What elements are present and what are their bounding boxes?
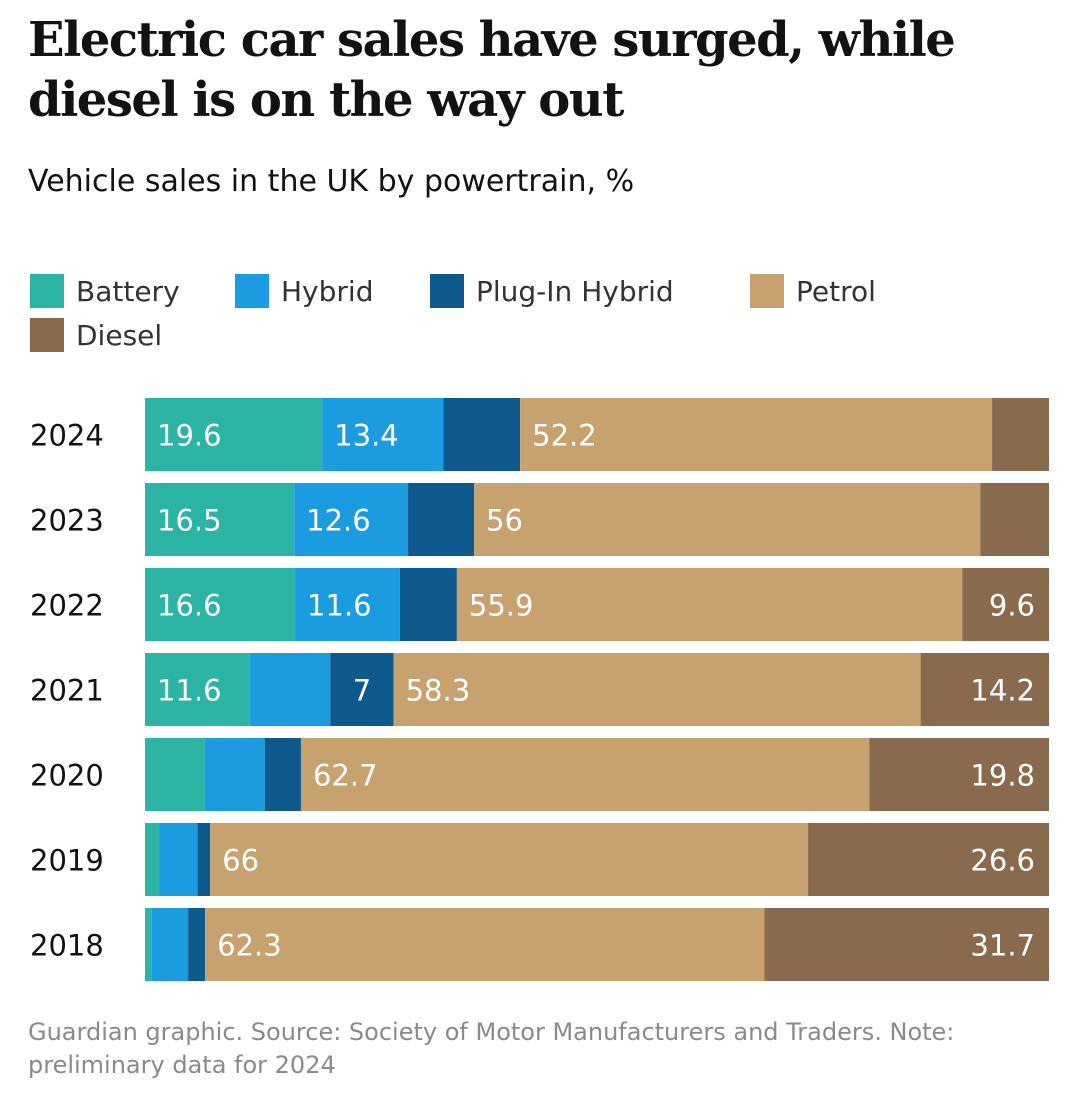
data-label-2024-petrol: 52.2 bbox=[532, 419, 597, 453]
data-label-2019-petrol: 66 bbox=[222, 844, 259, 878]
bar-segment-2020-diesel bbox=[869, 738, 1049, 811]
bar-segment-2021-hybrid bbox=[249, 653, 331, 726]
data-label-2023-hybrid: 12.6 bbox=[306, 504, 371, 538]
bar-segment-2021-plug-in-hybrid bbox=[330, 653, 394, 726]
legend-label-battery: Battery bbox=[76, 274, 180, 308]
legend-item-plug-in-hybrid: Plug-In Hybrid bbox=[430, 274, 674, 308]
legend-item-petrol: Petrol bbox=[750, 274, 876, 308]
y-tick-label-2024: 2024 bbox=[30, 419, 104, 453]
bar-segment-2024-battery bbox=[145, 398, 323, 471]
data-label-2021-plug-in-hybrid: 7 bbox=[353, 674, 371, 708]
bar-segment-2023-battery bbox=[145, 483, 295, 556]
bar-segment-2019-battery bbox=[145, 823, 160, 896]
legend-swatch-diesel bbox=[30, 318, 64, 352]
bar-segment-2021-petrol bbox=[393, 653, 921, 726]
bar-segment-2020-petrol bbox=[300, 738, 870, 811]
data-label-2022-hybrid: 11.6 bbox=[307, 589, 372, 623]
bar-segment-2018-plug-in-hybrid bbox=[188, 908, 206, 981]
y-tick-label-2020: 2020 bbox=[30, 759, 104, 793]
bar-segment-2019-plug-in-hybrid bbox=[197, 823, 211, 896]
bar-segment-2022-hybrid bbox=[295, 568, 400, 641]
data-label-2022-diesel: 9.6 bbox=[989, 589, 1035, 623]
legend-swatch-petrol bbox=[750, 274, 784, 308]
bar-segment-2023-plug-in-hybrid bbox=[408, 483, 475, 556]
legend-label-hybrid: Hybrid bbox=[281, 274, 374, 308]
bar-segment-2018-hybrid bbox=[151, 908, 189, 981]
y-tick-label-2018: 2018 bbox=[30, 929, 104, 963]
legend-swatch-battery bbox=[30, 274, 64, 308]
y-tick-label-2022: 2022 bbox=[30, 589, 104, 623]
chart-subtitle: Vehicle sales in the UK by powertrain, % bbox=[28, 164, 635, 199]
bar-segment-2023-petrol bbox=[474, 483, 981, 556]
legend-label-plug-in-hybrid: Plug-In Hybrid bbox=[476, 274, 674, 308]
y-tick-label-2021: 2021 bbox=[30, 674, 104, 708]
bar-segment-2022-petrol bbox=[456, 568, 963, 641]
stacked-bar-chart: 2024 19.6 13.4 52.2 2023 16.5 12.6 56 2022 16.6 11… bbox=[30, 398, 1049, 981]
data-label-2018-petrol: 62.3 bbox=[217, 929, 282, 963]
legend-label-diesel: Diesel bbox=[76, 318, 163, 352]
bar-segment-2024-plug-in-hybrid bbox=[443, 398, 521, 471]
bar-segment-2020-plug-in-hybrid bbox=[264, 738, 301, 811]
legend-swatch-hybrid bbox=[235, 274, 269, 308]
data-label-2024-battery: 19.6 bbox=[157, 419, 222, 453]
y-tick-label-2019: 2019 bbox=[30, 844, 104, 878]
data-label-2020-petrol: 62.7 bbox=[313, 759, 378, 793]
data-label-2020-diesel: 19.8 bbox=[970, 759, 1035, 793]
bar-segment-2018-petrol bbox=[205, 908, 765, 981]
bar-segment-2021-diesel bbox=[920, 653, 1049, 726]
data-label-2021-diesel: 14.2 bbox=[970, 674, 1035, 708]
data-label-2019-diesel: 26.6 bbox=[970, 844, 1035, 878]
bar-segment-2021-battery bbox=[145, 653, 250, 726]
legend-swatch-plug-in-hybrid bbox=[430, 274, 464, 308]
bar-segment-2024-hybrid bbox=[322, 398, 444, 471]
legend-item-diesel: Diesel bbox=[30, 318, 162, 352]
y-tick-label-2023: 2023 bbox=[30, 504, 104, 538]
bar-segment-2022-plug-in-hybrid bbox=[399, 568, 457, 641]
data-label-2023-petrol: 56 bbox=[486, 504, 523, 538]
bar-segment-2024-petrol bbox=[520, 398, 993, 471]
data-label-2023-battery: 16.5 bbox=[157, 504, 222, 538]
data-label-2018-diesel: 31.7 bbox=[970, 929, 1035, 963]
data-label-2021-battery: 11.6 bbox=[157, 674, 222, 708]
data-label-2022-petrol: 55.9 bbox=[469, 589, 534, 623]
bar-segment-2023-diesel bbox=[980, 483, 1049, 556]
bar-segment-2022-battery bbox=[145, 568, 296, 641]
bar-segment-2019-hybrid bbox=[159, 823, 198, 896]
legend-item-hybrid: Hybrid bbox=[235, 274, 373, 308]
source-note: Guardian graphic. Source: Society of Mot… bbox=[28, 1018, 955, 1079]
bar-segment-2018-battery bbox=[145, 908, 152, 981]
bar-segment-2019-petrol bbox=[210, 823, 809, 896]
data-label-2022-battery: 16.6 bbox=[157, 589, 222, 623]
data-label-2024-hybrid: 13.4 bbox=[334, 419, 399, 453]
bar-segment-2018-diesel bbox=[764, 908, 1049, 981]
bar-segment-2020-battery bbox=[145, 738, 205, 811]
legend-label-petrol: Petrol bbox=[796, 274, 876, 308]
bar-segment-2023-hybrid bbox=[294, 483, 409, 556]
bar-segment-2022-diesel bbox=[962, 568, 1049, 641]
legend-item-battery: Battery bbox=[30, 274, 180, 308]
bar-segment-2019-diesel bbox=[808, 823, 1049, 896]
bar-segment-2024-diesel bbox=[992, 398, 1049, 471]
chart-title: Electric car sales have surged, while di… bbox=[28, 12, 956, 128]
bar-segment-2020-hybrid bbox=[204, 738, 265, 811]
data-label-2021-petrol: 58.3 bbox=[406, 674, 471, 708]
